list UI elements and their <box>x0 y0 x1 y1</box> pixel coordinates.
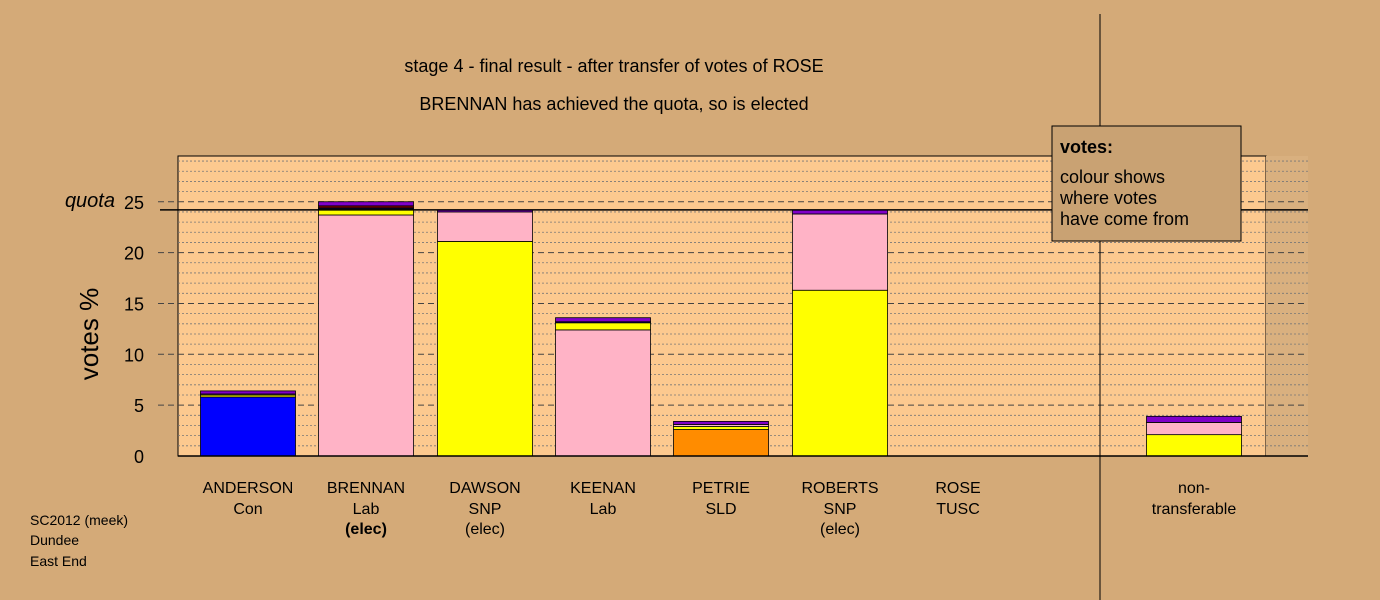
quota-label: quota <box>65 190 115 212</box>
x-label-name: ROBERTS <box>801 480 878 497</box>
y-axis-label: votes % <box>74 288 104 381</box>
x-label-party: SLD <box>705 501 736 518</box>
bar-segment <box>673 429 769 457</box>
x-label-name: ROSE <box>935 480 980 497</box>
x-label-name: BRENNAN <box>327 480 405 497</box>
bar-segment <box>318 214 414 457</box>
x-label-name: ANDERSON <box>203 480 294 497</box>
footer-line: Dundee <box>30 532 79 548</box>
x-label-party: SNP <box>824 501 857 518</box>
chart-title: stage 4 - final result - after transfer … <box>404 56 823 76</box>
bar-segment <box>792 213 888 291</box>
bar-segment <box>792 289 888 457</box>
x-label-name: DAWSON <box>449 480 520 497</box>
x-label-name: non- <box>1178 480 1210 497</box>
bar-segment <box>673 421 769 425</box>
legend-line: where votes <box>1059 188 1157 208</box>
legend-title: votes: <box>1060 137 1113 157</box>
x-axis-labels: ANDERSON Con BRENNAN Lab (elec) DAWSON SNP (ele… <box>203 480 1237 538</box>
x-label-party: SNP <box>469 501 502 518</box>
bar-segment <box>1146 434 1242 457</box>
footer-line: SC2012 (meek) <box>30 512 128 528</box>
y-tick-label: 5 <box>134 396 144 416</box>
y-tick-label: 25 <box>124 193 144 213</box>
y-tick-label: 20 <box>124 244 144 264</box>
x-label-status: (elec) <box>465 521 505 538</box>
x-label-status: (elec) <box>820 521 860 538</box>
x-label-party: transferable <box>1152 501 1237 518</box>
footer-line: East End <box>30 553 87 569</box>
bar-segment <box>555 329 651 457</box>
bar-segment <box>1146 422 1242 436</box>
x-label-status: (elec) <box>345 521 387 538</box>
chart-subtitle: BRENNAN has achieved the quota, so is el… <box>419 94 808 114</box>
legend-box: votes: colour shows where votes have com… <box>1051 125 1242 242</box>
bar-segment <box>200 396 296 457</box>
x-label-party: Lab <box>353 501 380 518</box>
x-label-party: Lab <box>590 501 617 518</box>
bar-segment <box>200 390 296 395</box>
x-label-name: PETRIE <box>692 480 750 497</box>
bar-segment <box>673 426 769 430</box>
x-label-party: TUSC <box>936 501 980 518</box>
bar-segment <box>555 317 651 323</box>
bar-segment <box>437 211 533 242</box>
bar-segment <box>318 201 414 207</box>
x-label-name: KEENAN <box>570 480 636 497</box>
y-tick-label: 15 <box>124 294 144 314</box>
legend-line: colour shows <box>1060 167 1165 187</box>
bar-segment <box>1146 415 1242 423</box>
y-axis: 0 5 10 15 20 25 <box>124 193 144 467</box>
x-label-party: Con <box>233 501 262 518</box>
plot-area-right-shade <box>1266 156 1308 456</box>
y-tick-label: 10 <box>124 345 144 365</box>
bar-segment <box>437 241 533 457</box>
legend-line: have come from <box>1060 209 1189 229</box>
bars <box>200 201 1242 457</box>
y-tick-label: 0 <box>134 447 144 467</box>
bar-segment <box>555 322 651 331</box>
